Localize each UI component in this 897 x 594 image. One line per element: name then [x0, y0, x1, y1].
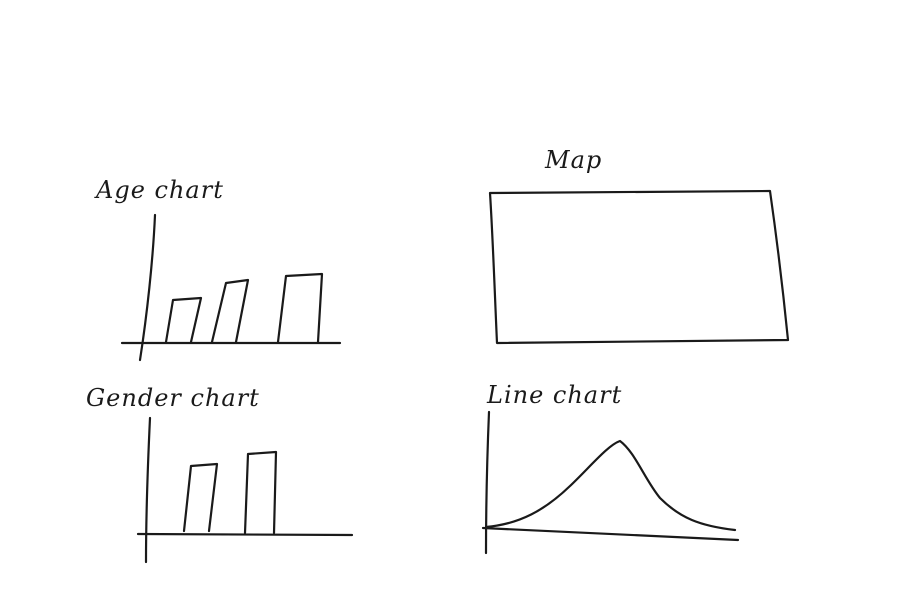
line-chart-curve — [484, 439, 737, 532]
line-chart-x-axis — [481, 526, 740, 542]
gender-chart-x-axis — [136, 532, 354, 537]
gender-chart: Gender chart — [86, 384, 354, 564]
map-frame — [488, 189, 790, 345]
age-chart-bar-2 — [210, 278, 250, 344]
age-chart-title: Age chart — [94, 176, 224, 204]
age-chart-bar-3 — [276, 272, 324, 344]
line-chart: Line chart — [481, 381, 740, 555]
line-chart-y-axis — [484, 410, 491, 555]
line-chart-title: Line chart — [486, 381, 622, 409]
age-chart: Age chart — [94, 176, 342, 362]
age-chart-bar-1 — [164, 296, 203, 344]
gender-chart-bar-2 — [243, 450, 278, 535]
map-panel: Map — [488, 146, 790, 345]
gender-chart-title: Gender chart — [86, 384, 260, 412]
age-chart-y-axis — [138, 213, 157, 362]
gender-chart-y-axis — [144, 416, 152, 564]
map-title: Map — [544, 146, 602, 174]
gender-chart-bar-1 — [182, 462, 219, 533]
